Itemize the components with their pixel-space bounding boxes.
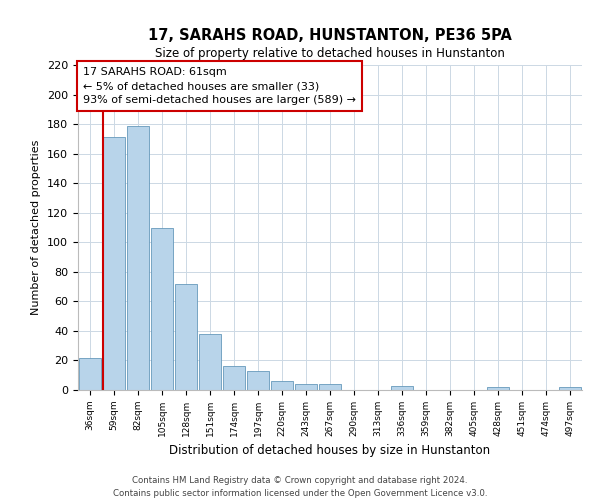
- Bar: [295, 384, 317, 390]
- Bar: [175, 284, 197, 390]
- Bar: [79, 358, 101, 390]
- Bar: [151, 228, 173, 390]
- Text: Size of property relative to detached houses in Hunstanton: Size of property relative to detached ho…: [155, 48, 505, 60]
- Bar: [487, 387, 509, 390]
- Bar: [199, 334, 221, 390]
- Text: Contains HM Land Registry data © Crown copyright and database right 2024.
Contai: Contains HM Land Registry data © Crown c…: [113, 476, 487, 498]
- Bar: [391, 386, 413, 390]
- Bar: [271, 381, 293, 390]
- Text: 17 SARAHS ROAD: 61sqm
← 5% of detached houses are smaller (33)
93% of semi-detac: 17 SARAHS ROAD: 61sqm ← 5% of detached h…: [83, 66, 356, 106]
- Bar: [559, 387, 581, 390]
- Bar: [319, 384, 341, 390]
- Y-axis label: Number of detached properties: Number of detached properties: [31, 140, 41, 315]
- Bar: [223, 366, 245, 390]
- Bar: [127, 126, 149, 390]
- Bar: [247, 371, 269, 390]
- Bar: [103, 138, 125, 390]
- X-axis label: Distribution of detached houses by size in Hunstanton: Distribution of detached houses by size …: [169, 444, 491, 458]
- Title: 17, SARAHS ROAD, HUNSTANTON, PE36 5PA: 17, SARAHS ROAD, HUNSTANTON, PE36 5PA: [148, 28, 512, 43]
